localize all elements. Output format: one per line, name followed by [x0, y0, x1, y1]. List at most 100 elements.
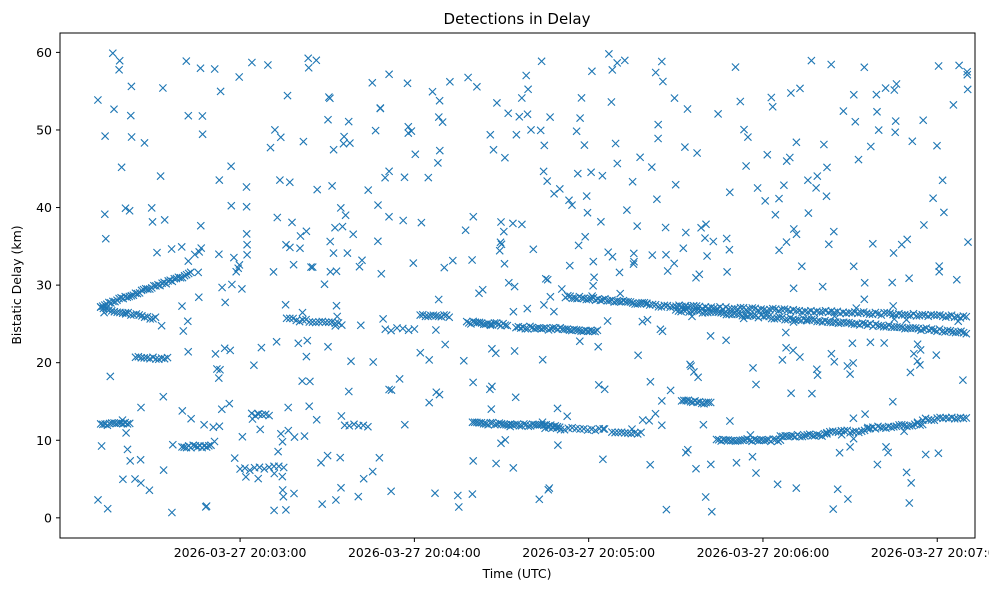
scatter-point [500, 153, 509, 162]
scatter-point [725, 245, 734, 254]
scatter-point [787, 389, 796, 398]
scatter-point [543, 275, 552, 284]
scatter-point [725, 417, 734, 425]
scatter-point [135, 311, 144, 319]
x-tick-label: 2026-03-27 20:06:00 [697, 545, 830, 560]
scatter-point [441, 340, 450, 349]
scatter-point [123, 419, 132, 428]
scatter-point [464, 318, 473, 327]
scatter-point [905, 499, 914, 507]
scatter-point [835, 448, 844, 457]
scatter-point [497, 439, 505, 448]
scatter-point [284, 403, 293, 412]
scatter-point [598, 171, 607, 180]
scatter-point [305, 377, 314, 386]
scatter-point [331, 319, 340, 328]
scatter-point [939, 208, 948, 217]
scatter-point [717, 308, 726, 317]
scatter-point [617, 428, 626, 437]
scatter-point [792, 230, 801, 239]
scatter-point [211, 349, 220, 358]
y-tick-label: 20 [36, 355, 52, 370]
scatter-point [797, 262, 806, 271]
scatter-point [151, 313, 160, 322]
scatter-point [680, 143, 689, 152]
scatter-point [539, 300, 548, 309]
scatter-point [892, 422, 901, 431]
scatter-point [369, 358, 378, 366]
scatter-point [374, 201, 382, 210]
scatter-point [536, 126, 545, 135]
scatter-point [717, 437, 726, 445]
scatter-point [123, 293, 132, 302]
scatter-point [121, 308, 130, 317]
scatter-point [344, 117, 353, 126]
scatter-point [820, 429, 829, 438]
scatter-point [242, 202, 251, 211]
scatter-point [333, 312, 342, 321]
scatter-point [318, 500, 327, 509]
scatter-point [541, 274, 550, 283]
scatter-point [582, 295, 591, 304]
scatter-point [628, 299, 637, 307]
scatter-point [345, 421, 354, 430]
scatter-point [511, 393, 520, 402]
scatter-point [93, 96, 102, 104]
scatter-point [757, 305, 766, 314]
scatter-point [607, 428, 616, 437]
scatter-point [748, 304, 757, 312]
scatter-point [803, 176, 812, 185]
scatter-point [377, 269, 386, 278]
scatter-point [812, 183, 821, 192]
scatter-point [568, 201, 576, 210]
scatter-point [237, 284, 246, 293]
scatter-point [225, 399, 234, 408]
scatter-point [874, 126, 883, 135]
scatter-point [315, 317, 323, 326]
scatter-point [611, 428, 620, 437]
scatter-point [355, 262, 364, 271]
scatter-point [846, 442, 855, 451]
scatter-point [255, 463, 264, 472]
scatter-point [328, 181, 337, 190]
scatter-point [104, 306, 113, 315]
scatter-point [932, 351, 941, 360]
scatter-point [892, 80, 901, 88]
scatter-point [789, 318, 798, 326]
scatter-point [226, 346, 235, 355]
scatter-point [265, 411, 274, 420]
scatter-point [539, 324, 548, 332]
scatter-point [849, 262, 858, 271]
scatter-point [935, 267, 944, 276]
scatter-point [196, 64, 205, 73]
scatter-point [622, 206, 631, 215]
scatter-point [830, 312, 839, 321]
scatter-point [495, 246, 504, 255]
scatter-point [523, 110, 532, 119]
scatter-point [648, 251, 657, 260]
scatter-point [843, 495, 852, 503]
scatter-point [574, 241, 583, 250]
scatter-point [183, 317, 192, 326]
scatter-point [326, 237, 335, 246]
scatter-point [194, 293, 203, 302]
scatter-point [658, 327, 667, 336]
scatter-point [323, 451, 332, 460]
scatter-point [905, 274, 914, 283]
scatter-point [952, 275, 961, 284]
scatter-point [706, 331, 715, 340]
scatter-point [701, 493, 710, 501]
scatter-point [702, 220, 710, 229]
scatter-point [156, 172, 165, 181]
scatter-point [723, 267, 732, 276]
scatter-point [699, 420, 708, 429]
scatter-point [908, 137, 917, 146]
scatter-point [340, 132, 349, 141]
scatter-point [510, 420, 519, 429]
scatter-point [792, 138, 801, 147]
scatter-point [341, 211, 350, 220]
scatter-point [604, 49, 613, 58]
scatter-point [843, 362, 852, 370]
scatter-point [771, 210, 780, 219]
scatter-point [281, 505, 290, 514]
